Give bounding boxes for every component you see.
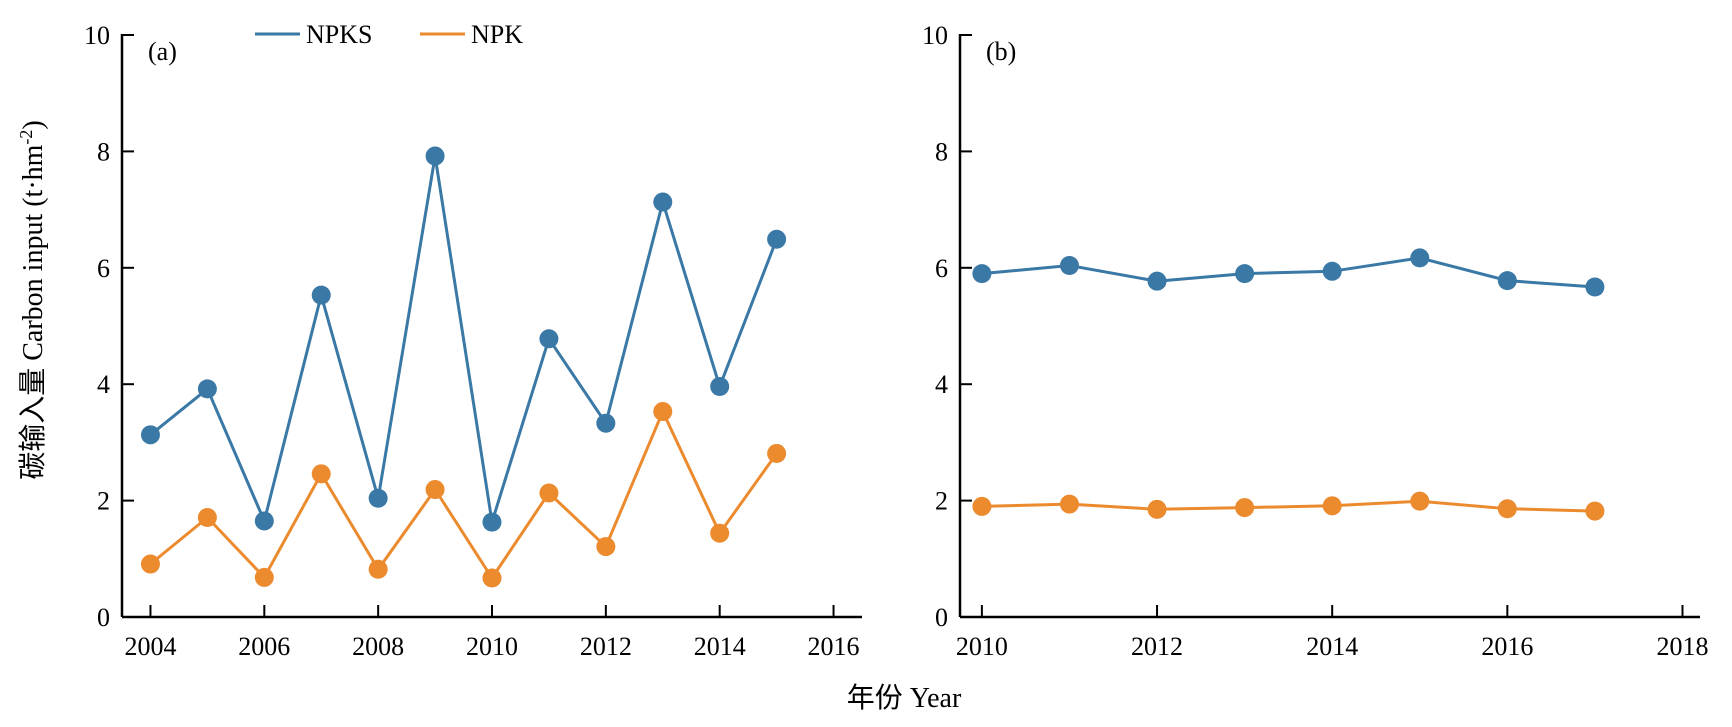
- y-tick-label-b: 0: [935, 603, 948, 632]
- point-npks-b: [972, 264, 992, 284]
- x-tick-label-a: 2008: [352, 632, 404, 661]
- legend: NPKS NPK: [255, 20, 523, 49]
- y-axis-title-main: 碳输入量 Carbon input (t·hm: [17, 144, 49, 479]
- point-npks-a: [596, 413, 616, 433]
- point-npk-a: [368, 559, 388, 579]
- y-axis-title-close: ): [18, 120, 49, 129]
- y-tick-label-a: 0: [97, 603, 110, 632]
- point-npk-a: [482, 568, 502, 588]
- point-npk-a: [767, 443, 787, 463]
- y-tick-label-a: 10: [84, 21, 110, 50]
- point-npk-a: [311, 464, 331, 484]
- panel-label-b: (b): [986, 37, 1016, 66]
- point-npk-a: [710, 523, 730, 543]
- point-npk-a: [425, 480, 445, 500]
- y-tick-label-b: 6: [935, 254, 948, 283]
- point-npk-b: [1585, 501, 1605, 521]
- series-line-npk-a: [149, 407, 778, 581]
- panel-b: 0 2 4 6 8 10 2010 2012 2014 2016 2018 (b): [922, 21, 1708, 661]
- x-tick-label-a: 2016: [808, 632, 860, 661]
- point-npk-b: [1410, 491, 1430, 511]
- y-axis-title-sup: -2: [16, 130, 36, 145]
- point-npk-b: [1059, 494, 1079, 514]
- point-npks-a: [653, 192, 673, 212]
- y-tick-label-a: 2: [97, 487, 110, 516]
- point-npk-b: [1235, 498, 1255, 518]
- panel-a: 0 2 4 6 8 10 2004 2006 2008 2010 2012 2014 2016 (a): [84, 21, 862, 661]
- series-line-npks-a: [149, 155, 778, 526]
- series-line-npks-b: [981, 256, 1596, 289]
- point-npks-a: [539, 329, 559, 349]
- point-npk-a: [254, 567, 274, 587]
- y-tick-label-a: 4: [97, 370, 110, 399]
- x-tick-label-a: 2012: [580, 632, 632, 661]
- y-tick-label-a: 8: [97, 137, 110, 166]
- point-npks-b: [1147, 271, 1167, 291]
- x-axis-title: 年份 Year: [847, 682, 962, 714]
- x-tick-label-a: 2010: [466, 632, 518, 661]
- point-npks-a: [140, 425, 160, 445]
- point-npk-a: [539, 483, 559, 503]
- y-tick-label-b: 2: [935, 487, 948, 516]
- point-npk-a: [596, 537, 616, 557]
- y-tick-label-a: 6: [97, 254, 110, 283]
- point-npks-a: [254, 511, 274, 531]
- x-tick-label-b: 2016: [1481, 632, 1533, 661]
- point-npks-b: [1585, 277, 1605, 297]
- y-tick-label-b: 4: [935, 370, 948, 399]
- x-tick-label-a: 2006: [238, 632, 290, 661]
- point-npks-b: [1410, 248, 1430, 268]
- point-npks-b: [1235, 264, 1255, 284]
- y-axis-title: 碳输入量 Carbon input (t·hm-2): [16, 120, 49, 480]
- legend-label-npk: NPK: [471, 20, 523, 49]
- point-npk-a: [140, 554, 160, 574]
- x-tick-label-a: 2004: [124, 632, 176, 661]
- y-tick-label-b: 10: [922, 21, 948, 50]
- point-npks-a: [767, 229, 787, 249]
- y-tick-label-b: 8: [935, 137, 948, 166]
- point-npk-a: [653, 402, 673, 422]
- point-npk-b: [1147, 499, 1167, 519]
- point-npks-a: [482, 512, 502, 532]
- point-npk-a: [197, 507, 217, 527]
- legend-label-npks: NPKS: [306, 20, 372, 49]
- x-tick-label-b: 2018: [1656, 632, 1708, 661]
- x-tick-label-b: 2012: [1131, 632, 1183, 661]
- point-npks-b: [1497, 271, 1517, 291]
- point-npk-b: [1497, 499, 1517, 519]
- point-npk-b: [972, 496, 992, 516]
- point-npks-a: [197, 379, 217, 399]
- point-npks-a: [425, 146, 445, 166]
- panel-label-a: (a): [148, 37, 177, 66]
- x-tick-label-b: 2010: [956, 632, 1008, 661]
- point-npks-b: [1059, 255, 1079, 275]
- point-npks-b: [1322, 261, 1342, 281]
- series-line-npk-b: [981, 499, 1595, 513]
- point-npk-b: [1322, 496, 1342, 516]
- x-tick-label-b: 2014: [1306, 632, 1358, 661]
- x-tick-label-a: 2014: [694, 632, 746, 661]
- point-npks-a: [710, 377, 730, 397]
- point-npks-a: [311, 285, 331, 305]
- point-npks-a: [368, 488, 388, 508]
